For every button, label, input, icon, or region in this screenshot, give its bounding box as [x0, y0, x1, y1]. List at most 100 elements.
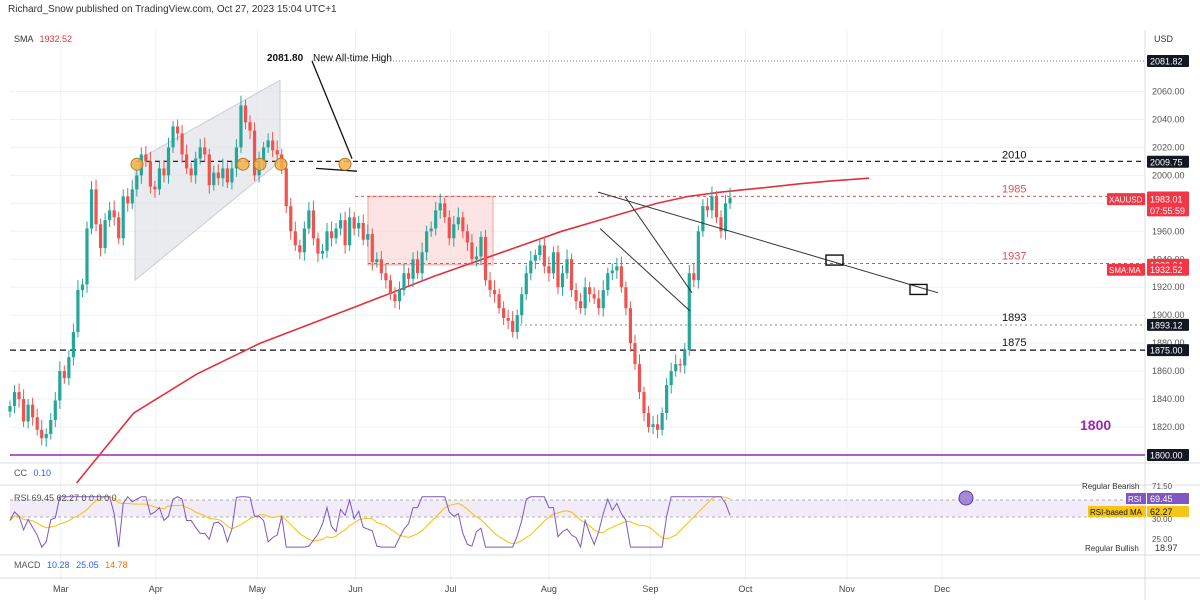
candle-body [529, 260, 533, 274]
level-1800-label: 1800 [1080, 417, 1111, 433]
candle-body [511, 320, 515, 332]
rsi-top-note: Regular Bearish [1082, 482, 1139, 491]
wedge-upper-line [624, 196, 693, 294]
candle-body [483, 236, 488, 281]
candle-body [348, 217, 352, 246]
candle-body [112, 210, 116, 218]
candle-body [234, 147, 239, 169]
y-tick-label: 2060.00 [1152, 87, 1185, 97]
macd-legend: MACD 10.28 25.05 14.78 [14, 560, 128, 570]
candle-body [12, 392, 17, 407]
candle-body [40, 429, 44, 439]
candle-body [402, 273, 406, 291]
candle-body [85, 228, 89, 285]
sma-legend: SMA 1932.52 [14, 34, 72, 44]
candle-body [185, 154, 189, 169]
x-tick-label: Jul [445, 584, 457, 594]
y-tick-label: 1960.00 [1152, 226, 1185, 236]
price-tag-label: 1983.01 [1150, 195, 1183, 205]
candle-body [135, 175, 139, 190]
candle-body [121, 196, 125, 239]
candle-body [338, 220, 343, 229]
candle-body [271, 140, 275, 151]
x-tick-label: Nov [839, 584, 856, 594]
candle-body [329, 231, 334, 239]
rsi-bottom-value: 18.97 [1155, 543, 1178, 553]
candle-body [388, 280, 393, 295]
rsi-line [9, 495, 731, 549]
candle-body [130, 189, 134, 204]
candle-body [687, 273, 691, 351]
candle-body [203, 147, 207, 155]
candle-body [148, 161, 152, 187]
candle-body [660, 413, 664, 430]
candle-body [384, 273, 388, 281]
price-tag [1147, 449, 1189, 461]
candle-body [425, 231, 429, 253]
candle-body [434, 210, 438, 229]
candle-body [108, 210, 112, 221]
rsi-bottom-note: Regular Bullish [1085, 544, 1139, 553]
candle-body [452, 224, 456, 239]
candle-body [334, 228, 338, 239]
candle-body [406, 273, 411, 279]
rsi-value-tag [1147, 493, 1189, 504]
cc-label: CC [14, 468, 27, 478]
price-tag-label: 07:55:59 [1150, 206, 1185, 216]
cc-legend: CC 0.10 [14, 468, 51, 478]
candle-body [153, 186, 157, 190]
candle-body [447, 217, 451, 239]
candle-body [488, 280, 492, 291]
candle-body [262, 147, 266, 162]
side-tag [1107, 263, 1145, 276]
price-tag [1147, 318, 1189, 331]
candle-body [420, 252, 424, 274]
candle-body [76, 290, 80, 332]
candle-body [302, 228, 306, 253]
candle-body [560, 273, 565, 288]
price-tag [1147, 344, 1189, 357]
candle-body [393, 294, 397, 302]
candle-body [157, 168, 162, 190]
candle-body [497, 294, 501, 309]
candle-body [592, 294, 596, 299]
rsi-ma-name-tag [1088, 506, 1146, 517]
candle-body [98, 224, 103, 249]
candle-body [655, 424, 660, 430]
level-1875-label: 1875 [1002, 337, 1026, 349]
y-tick-label: 2040.00 [1152, 114, 1185, 124]
candle-body [642, 392, 646, 414]
candle-body [370, 234, 374, 263]
candle-body [651, 424, 655, 428]
candle-body [397, 290, 402, 302]
candle-body [674, 364, 678, 372]
candle-body [579, 301, 583, 309]
price-tag [1147, 193, 1189, 206]
candle-body [180, 133, 184, 155]
candle-body [692, 273, 696, 281]
x-tick-label: Sep [642, 584, 658, 594]
touch-marker [338, 157, 352, 171]
macd-v1: 10.28 [47, 560, 70, 570]
y-tick-label: 1860.00 [1152, 366, 1185, 376]
rsi-value-label: 69.45 [1150, 494, 1173, 504]
y-tick-label: 1920.00 [1152, 282, 1185, 292]
macd-v2: 25.05 [76, 560, 99, 570]
candle-body [366, 234, 370, 240]
descending-trendline [597, 191, 939, 294]
candle-body [583, 287, 587, 309]
rsi-tick: 71.50 [1152, 482, 1173, 491]
ath-value-label: 2081.80 [267, 53, 304, 64]
candle-body [320, 250, 325, 254]
sma-legend-label: SMA [14, 34, 34, 44]
candle-body [207, 154, 211, 186]
candle-body [492, 290, 497, 295]
price-tag [1147, 155, 1189, 168]
candle-body [225, 168, 229, 183]
y-tick-label: 2000.00 [1152, 170, 1185, 180]
macd-label: MACD [14, 560, 41, 570]
candle-body [619, 266, 623, 288]
candle-body [162, 168, 166, 176]
sma-legend-value: 1932.52 [39, 34, 73, 44]
